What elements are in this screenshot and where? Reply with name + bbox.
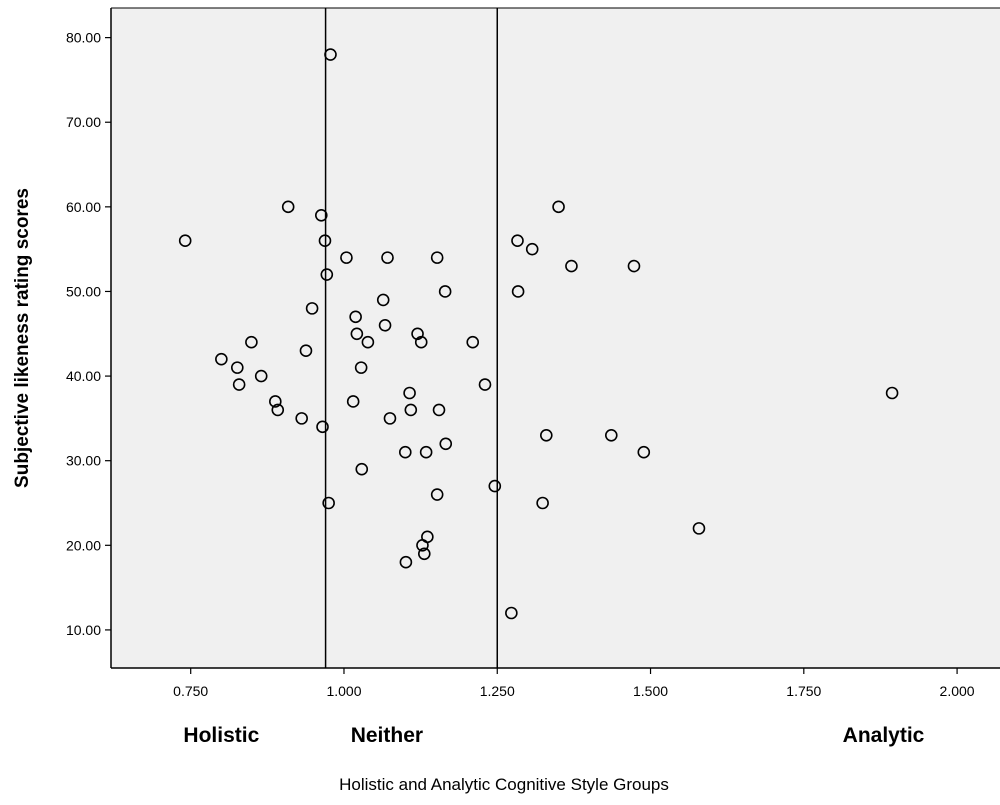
data-point-19 xyxy=(340,251,353,264)
data-point-16 xyxy=(320,268,334,281)
data-point-51 xyxy=(525,242,539,256)
data-point-23 xyxy=(354,361,368,374)
data-point-8 xyxy=(271,403,285,417)
x-axis-label: Holistic and Analytic Cognitive Style Gr… xyxy=(339,775,669,794)
data-point-28 xyxy=(381,251,394,264)
data-point-26 xyxy=(376,293,390,307)
data-point-33 xyxy=(404,403,418,417)
data-point-15 xyxy=(318,234,332,247)
data-point-58 xyxy=(637,445,651,459)
data-point-18 xyxy=(324,48,337,61)
y-tick-label: 20.00 xyxy=(66,537,101,553)
data-point-7 xyxy=(269,395,282,408)
data-point-52 xyxy=(536,496,549,510)
data-point-30 xyxy=(398,445,412,459)
data-point-45 xyxy=(466,335,480,349)
y-axis-ticks: 10.00 20.00 30.00 40.00 50.00 60.00 70.00 80.00 xyxy=(66,30,111,638)
y-axis-label: Subjective likeness rating scores xyxy=(12,188,33,488)
x-tick-label: 1.500 xyxy=(633,683,668,699)
data-point-31 xyxy=(399,555,413,569)
data-point-29 xyxy=(383,412,397,425)
group-label-holistic: Holistic xyxy=(183,724,259,747)
data-point-42 xyxy=(432,403,446,417)
data-point-10 xyxy=(295,412,308,425)
plot-area xyxy=(111,8,1000,668)
data-point-53 xyxy=(540,429,553,442)
x-tick-label: 0.750 xyxy=(173,683,208,699)
data-point-44 xyxy=(439,437,453,451)
data-points xyxy=(178,48,899,620)
data-point-11 xyxy=(299,344,313,357)
group-label-analytic: Analytic xyxy=(843,724,925,747)
data-point-41 xyxy=(430,488,444,501)
data-point-40 xyxy=(430,251,444,264)
data-point-35 xyxy=(414,335,428,349)
y-tick-label: 70.00 xyxy=(66,114,101,130)
data-point-1 xyxy=(178,234,192,247)
data-point-20 xyxy=(346,395,360,408)
data-point-55 xyxy=(565,259,578,273)
data-point-39 xyxy=(421,530,434,544)
data-point-12 xyxy=(305,302,319,315)
data-point-21 xyxy=(349,310,362,324)
data-point-3 xyxy=(230,361,244,374)
data-point-56 xyxy=(604,429,618,442)
x-tick-label: 1.750 xyxy=(786,683,821,699)
data-point-17 xyxy=(322,496,335,510)
group-labels: Holistic Neither Analytic xyxy=(183,724,924,747)
data-point-54 xyxy=(552,200,565,214)
data-point-46 xyxy=(478,378,492,391)
data-point-57 xyxy=(627,259,641,273)
data-point-27 xyxy=(378,319,392,332)
data-point-37 xyxy=(417,547,431,561)
x-tick-label: 1.000 xyxy=(326,683,361,699)
group-label-neither: Neither xyxy=(351,724,423,747)
data-point-6 xyxy=(254,369,268,383)
data-point-59 xyxy=(692,522,706,535)
data-point-22 xyxy=(350,327,364,341)
data-point-60 xyxy=(885,386,899,400)
data-point-2 xyxy=(215,352,228,366)
reference-lines xyxy=(324,8,499,668)
data-point-4 xyxy=(232,378,246,391)
data-point-32 xyxy=(403,386,416,400)
data-point-13 xyxy=(314,209,328,222)
y-tick-label: 30.00 xyxy=(66,453,101,469)
data-point-14 xyxy=(316,420,329,434)
y-tick-label: 50.00 xyxy=(66,283,101,299)
y-tick-label: 40.00 xyxy=(66,368,101,384)
y-tick-label: 10.00 xyxy=(66,622,101,638)
y-tick-label: 60.00 xyxy=(66,199,101,215)
x-tick-label: 1.250 xyxy=(480,683,515,699)
data-point-50 xyxy=(511,285,525,298)
x-axis-ticks: 0.750 1.000 1.250 1.500 1.750 2.000 xyxy=(173,668,975,699)
data-point-47 xyxy=(488,479,502,493)
data-point-24 xyxy=(355,462,369,476)
data-point-5 xyxy=(245,335,258,349)
y-tick-label: 80.00 xyxy=(66,30,101,46)
data-point-43 xyxy=(438,285,452,298)
data-point-38 xyxy=(419,445,433,459)
data-point-9 xyxy=(281,200,295,214)
x-tick-label: 2.000 xyxy=(940,683,975,699)
data-point-49 xyxy=(511,234,524,247)
data-point-25 xyxy=(361,335,375,349)
data-point-48 xyxy=(505,606,518,620)
